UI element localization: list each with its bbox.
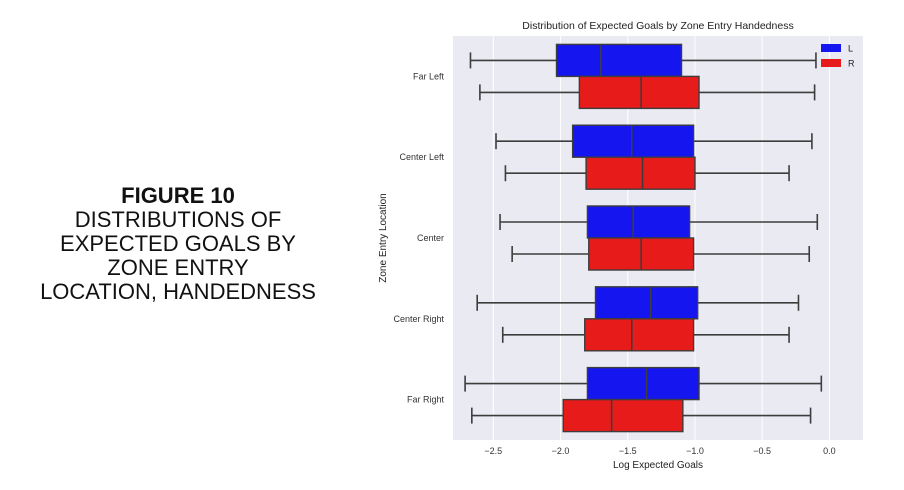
chart-title: Distribution of Expected Goals by Zone E… (522, 20, 793, 32)
x-axis-label: Log Expected Goals (613, 460, 703, 471)
legend-swatch-l (821, 44, 841, 52)
iqr-box (555, 43, 683, 78)
box-l (495, 124, 813, 158)
y-tick-label: Far Right (407, 395, 445, 405)
figure-caption: FIGURE 10 DISTRIBUTIONS OF EXPECTED GOAL… (18, 184, 338, 304)
figure-number: FIGURE 10 (121, 183, 235, 208)
box-r (479, 75, 816, 110)
x-axis-ticks: −2.5 −2.0 −1.5 −1.0 −0.5 0.0 (484, 446, 835, 456)
y-tick-label: Center Right (393, 314, 444, 324)
caption-line-2: EXPECTED GOALS BY (60, 231, 296, 256)
y-tick-label: Far Left (413, 71, 445, 81)
x-tick-label: −1.0 (686, 446, 704, 456)
legend-label-r: R (848, 59, 855, 69)
caption-line-4: LOCATION, HANDEDNESS (40, 279, 316, 304)
iqr-box (585, 156, 696, 190)
y-axis-ticks: Far Left Center Left Center Center Right Far… (393, 71, 444, 404)
y-tick-label: Center (417, 233, 444, 243)
x-tick-label: −2.5 (484, 446, 502, 456)
iqr-box (586, 205, 691, 239)
caption-line-1: DISTRIBUTIONS OF (74, 207, 282, 232)
box-r (511, 237, 811, 271)
box-l (476, 286, 800, 320)
box-l (464, 366, 823, 401)
x-tick-label: −2.0 (552, 446, 570, 456)
box-r (501, 318, 790, 352)
box-r (471, 398, 812, 433)
iqr-box (584, 318, 695, 352)
x-tick-label: −0.5 (753, 446, 771, 456)
caption-line-3: ZONE ENTRY (107, 255, 249, 280)
legend: LR (821, 44, 855, 69)
x-tick-label: −1.5 (619, 446, 637, 456)
x-tick-label: 0.0 (823, 446, 836, 456)
iqr-box (562, 398, 684, 433)
legend-label-l: L (848, 44, 853, 54)
box-l (499, 205, 819, 239)
iqr-box (571, 124, 695, 158)
iqr-box (594, 286, 699, 320)
iqr-box (586, 366, 700, 401)
legend-swatch-r (821, 59, 841, 67)
box-series (464, 43, 823, 433)
y-axis-label: Zone Entry Location (378, 193, 389, 283)
iqr-box (578, 75, 700, 110)
y-tick-label: Center Left (399, 152, 444, 162)
box-l (469, 43, 817, 78)
box-r (504, 156, 790, 190)
